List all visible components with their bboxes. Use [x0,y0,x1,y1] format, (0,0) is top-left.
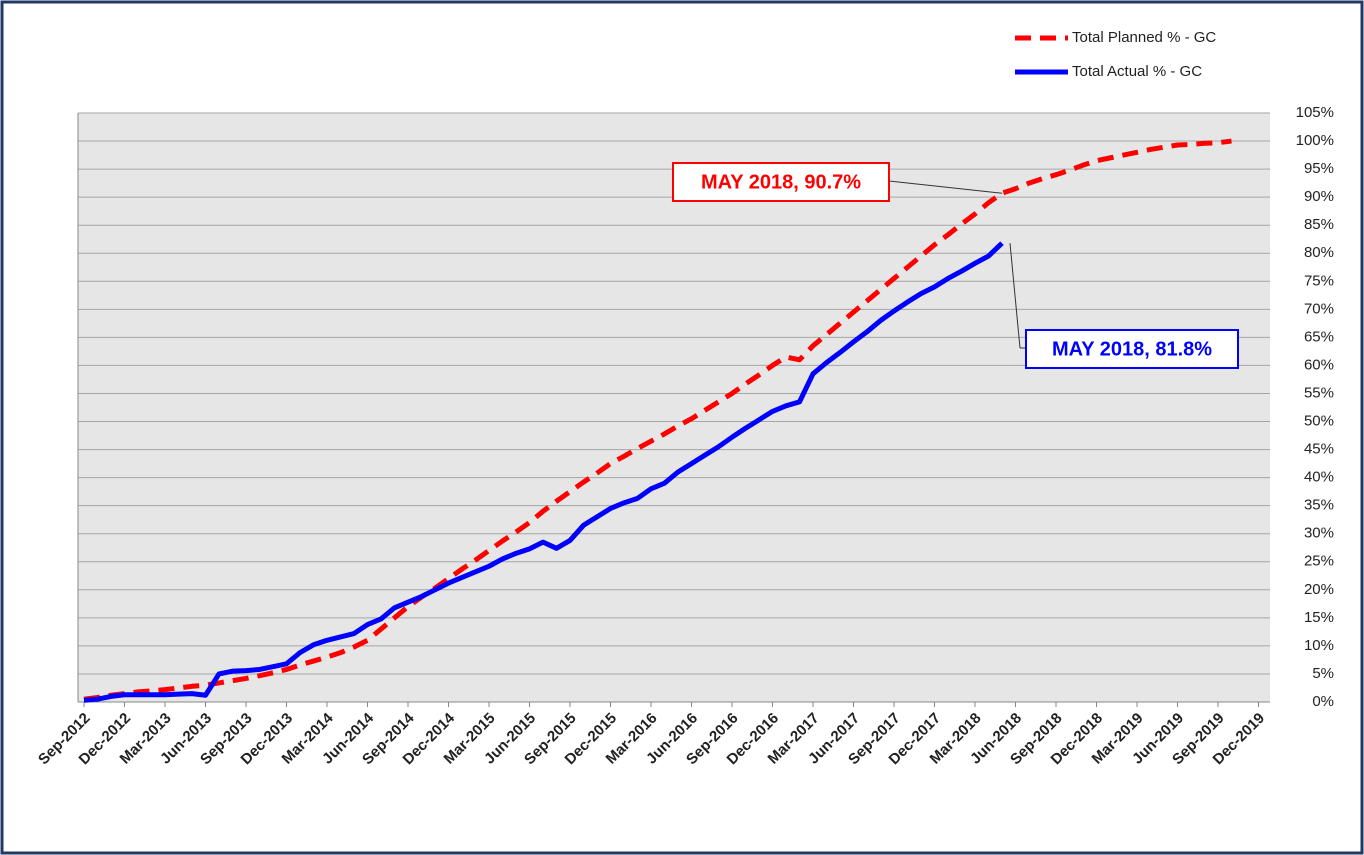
y-tick-label: 20% [1304,581,1334,598]
y-tick-label: 25% [1304,553,1334,570]
plot-area [78,113,1270,702]
y-tick-label: 70% [1304,300,1334,317]
series-line [83,138,1232,702]
y-tick-label: 60% [1304,356,1334,373]
y-tick-label: 30% [1304,525,1334,542]
y-tick-label: 5% [1312,665,1334,682]
annotation: MAY 2018, 90.7% [701,171,861,193]
y-tick-label: 80% [1304,244,1334,261]
annotation-box [672,162,890,202]
legend-label: Total Planned % - GC [1072,29,1216,46]
y-tick-label: 10% [1304,637,1334,654]
legend-label: Total Actual % - GC [1072,63,1202,80]
y-tick-label: 15% [1304,609,1334,626]
y-tick-label: 90% [1304,188,1334,205]
annotation-leader [888,180,1003,194]
y-tick-label: 35% [1304,497,1334,514]
annotation: MAY 2018, 81.8% [1052,338,1212,360]
y-tick-label: 95% [1304,160,1334,177]
series-line [83,241,1004,703]
y-tick-label: 100% [1296,132,1334,149]
y-tick-label: 50% [1304,412,1334,429]
annotation-leader [1009,243,1021,349]
y-tick-label: 45% [1304,441,1334,458]
y-tick-label: 0% [1312,693,1334,710]
y-tick-label: 40% [1304,469,1334,486]
y-tick-label: 65% [1304,328,1334,345]
y-tick-label: 55% [1304,384,1334,401]
y-tick-label: 105% [1296,104,1334,121]
annotation-box [1025,329,1239,369]
y-tick-label: 75% [1304,272,1334,289]
y-tick-label: 85% [1304,216,1334,233]
